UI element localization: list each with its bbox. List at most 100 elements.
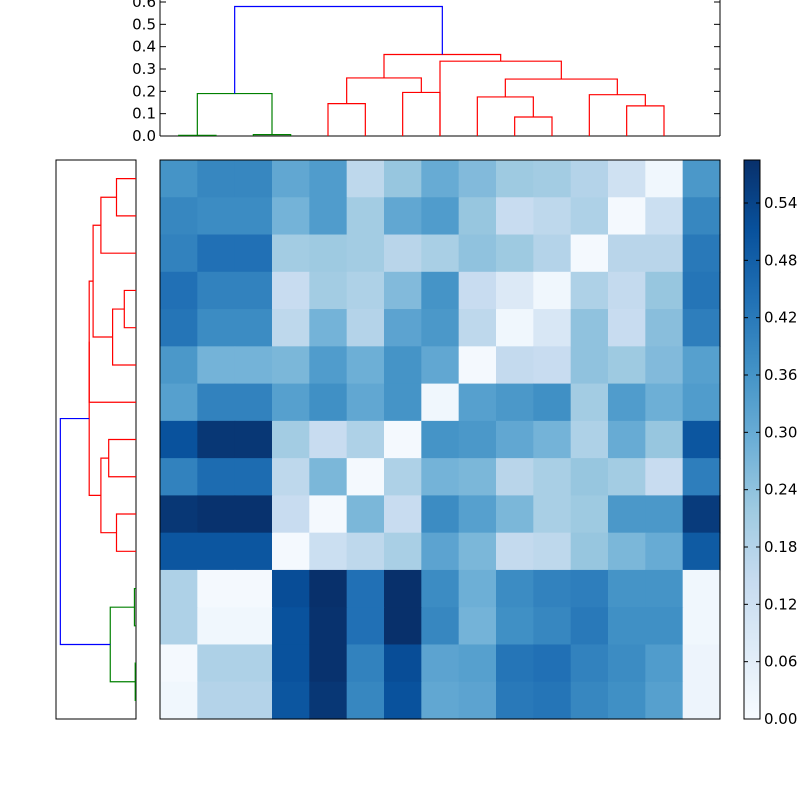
heatmap-cell — [682, 607, 721, 646]
heatmap-cell — [533, 681, 572, 720]
heatmap-cell — [272, 234, 310, 273]
heatmap-cell — [234, 309, 273, 347]
heatmap-cell — [421, 234, 460, 273]
heatmap-cell — [608, 234, 646, 273]
heatmap-cell — [160, 346, 198, 385]
heatmap-cell — [608, 532, 646, 571]
heatmap-cell — [645, 346, 684, 385]
left-dendrogram-link — [109, 606, 136, 683]
left-dendrogram-link — [115, 513, 136, 552]
heatmap-cell — [421, 346, 460, 385]
heatmap-cell — [272, 607, 310, 646]
heatmap-cell — [346, 271, 385, 310]
heatmap-cell — [160, 383, 198, 422]
heatmap-cell — [496, 271, 534, 310]
heatmap-cell — [645, 458, 684, 496]
heatmap-cell — [608, 607, 646, 646]
top-dendrogram: 0.0 0.1 0.2 0.3 0.4 0.5 0.6 — [132, 0, 721, 145]
heatmap-cell — [384, 569, 422, 608]
heatmap-cell — [496, 607, 534, 646]
colorbar-tick-label: 0.00 — [764, 710, 797, 728]
heatmap-cell — [272, 458, 310, 496]
heatmap-cell — [570, 495, 609, 534]
heatmap-cell — [346, 569, 385, 608]
heatmap-cell — [421, 309, 460, 347]
heatmap-cell — [682, 644, 721, 683]
heatmap-cell — [346, 458, 385, 496]
heatmap-cell — [496, 458, 534, 496]
heatmap-cell — [309, 532, 348, 571]
top-dendrogram-ytick-label: 0.4 — [132, 38, 156, 56]
heatmap-cell — [160, 197, 198, 236]
heatmap-cell — [309, 160, 348, 198]
colorbar-tick-label: 0.24 — [764, 481, 797, 499]
heatmap-cell — [570, 234, 609, 273]
heatmap-cell — [533, 197, 572, 236]
heatmap-cell — [682, 346, 721, 385]
heatmap-cell — [496, 495, 534, 534]
heatmap-cell — [496, 346, 534, 385]
top-dendrogram-link — [178, 134, 217, 136]
heatmap-cell — [346, 644, 385, 683]
heatmap-cell — [197, 309, 236, 347]
colorbar-tick-label: 0.36 — [764, 366, 797, 384]
heatmap-cell — [384, 309, 422, 347]
heatmap-cell — [234, 532, 273, 571]
heatmap-cell — [645, 383, 684, 422]
heatmap-cell — [346, 234, 385, 273]
heatmap-cell — [346, 495, 385, 534]
heatmap-cell — [384, 420, 422, 459]
heatmap-cell — [384, 681, 422, 720]
heatmap-cell — [309, 234, 348, 273]
heatmap-cell — [346, 346, 385, 385]
heatmap-cell — [570, 681, 609, 720]
heatmap-cell — [608, 309, 646, 347]
heatmap-cell — [346, 197, 385, 236]
heatmap-cell — [458, 346, 497, 385]
colorbar-frame — [743, 159, 761, 720]
heatmap-cell — [496, 160, 534, 198]
heatmap-cell — [645, 309, 684, 347]
left-dendrogram-link — [123, 289, 136, 329]
heatmap-cell — [496, 569, 534, 608]
left-dendrogram-link — [59, 417, 111, 646]
heatmap-cell — [458, 532, 497, 571]
top-dendrogram-link — [588, 94, 646, 136]
heatmap-cell — [570, 271, 609, 310]
left-dendrogram-link — [92, 224, 113, 338]
heatmap-cell — [234, 383, 273, 422]
heatmap-cell — [234, 197, 273, 236]
heatmap-cell — [570, 197, 609, 236]
heatmap-cell — [682, 532, 721, 571]
heatmap-cell — [496, 681, 534, 720]
heatmap-cell — [458, 495, 497, 534]
heatmap-cell — [570, 383, 609, 422]
heatmap-cell — [645, 495, 684, 534]
heatmap-cell — [421, 458, 460, 496]
heatmap-cell — [533, 234, 572, 273]
top-dendrogram-ytick-label: 0.5 — [132, 15, 156, 33]
top-dendrogram-link — [196, 92, 273, 136]
heatmap-cell — [272, 495, 310, 534]
heatmap-cell — [309, 420, 348, 459]
heatmap-cell — [272, 383, 310, 422]
heatmap-cell — [234, 346, 273, 385]
heatmap-cell — [570, 420, 609, 459]
heatmap-cell — [309, 607, 348, 646]
heatmap-cell — [197, 160, 236, 198]
left-dendrogram-link — [115, 178, 136, 217]
heatmap-cell — [645, 234, 684, 273]
heatmap-cell — [533, 495, 572, 534]
heatmap-cell — [570, 458, 609, 496]
left-dendrogram — [55, 159, 137, 720]
heatmap-cell — [608, 495, 646, 534]
heatmap-cell — [570, 532, 609, 571]
heatmap-cell — [309, 681, 348, 720]
heatmap-cell — [570, 644, 609, 683]
heatmap-cell — [533, 420, 572, 459]
top-dendrogram-link — [476, 96, 534, 136]
heatmap — [159, 159, 721, 720]
top-dendrogram-ytick-label: 0.0 — [132, 127, 156, 145]
left-dendrogram-link — [100, 196, 136, 254]
